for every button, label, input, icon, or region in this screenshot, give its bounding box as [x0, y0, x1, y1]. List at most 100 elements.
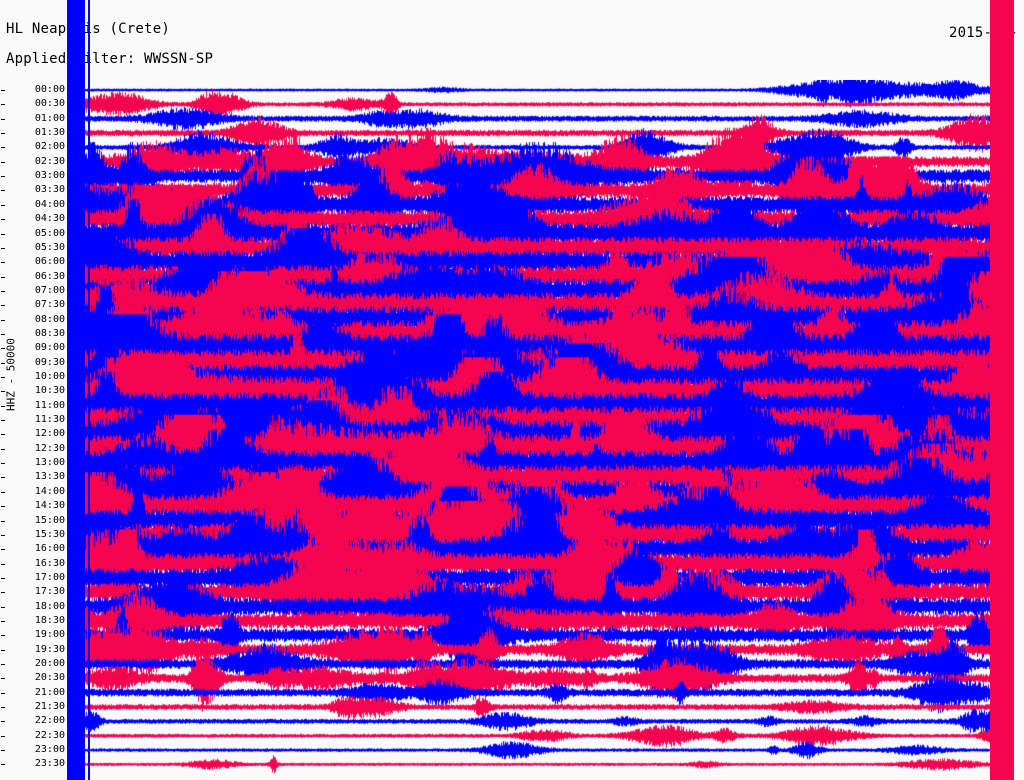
time-tick-label: 21:00	[34, 686, 65, 698]
time-tick-label: 00:30	[34, 98, 65, 110]
time-tick-mark	[1, 649, 5, 651]
time-tick-label: 22:30	[34, 729, 65, 741]
time-tick-mark	[1, 233, 5, 235]
time-tick-label: 17:30	[34, 586, 65, 598]
time-tick-label: 10:00	[34, 371, 65, 382]
time-tick-label: 04:30	[34, 213, 65, 225]
time-tick-label: 13:00	[34, 457, 65, 469]
left-clip-band	[67, 0, 83, 780]
time-tick-label: 23:30	[34, 758, 65, 770]
time-tick-mark	[1, 204, 5, 206]
time-tick-label: 20:00	[34, 658, 65, 669]
time-tick-label: 15:30	[34, 528, 65, 540]
time-tick-label: 16:00	[34, 543, 65, 555]
time-tick-label: 10:30	[34, 385, 65, 397]
left-clip-band-tertiary	[88, 0, 90, 780]
time-tick-label: 03:30	[34, 184, 65, 196]
time-tick-label: 03:00	[34, 170, 65, 182]
time-tick-label: 23:00	[34, 744, 65, 756]
time-tick-label: 17:00	[34, 571, 65, 583]
time-tick-mark	[1, 721, 5, 723]
time-tick-mark	[1, 247, 5, 249]
time-tick-mark	[1, 463, 5, 465]
time-tick-mark	[1, 391, 5, 393]
time-tick-mark	[1, 477, 5, 479]
time-tick-label: 16:30	[34, 557, 65, 569]
time-tick-label: 18:30	[34, 614, 65, 626]
time-tick-label: 12:30	[34, 442, 65, 454]
time-tick-mark	[1, 434, 5, 436]
time-tick-mark	[1, 735, 5, 737]
time-tick-mark	[1, 448, 5, 450]
time-tick-mark	[1, 305, 5, 307]
time-tick-mark	[1, 664, 5, 665]
time-tick-mark	[1, 563, 5, 565]
time-tick-mark	[1, 764, 5, 766]
time-tick-mark	[1, 620, 5, 622]
time-tick-label: 18:00	[34, 600, 65, 612]
time-tick-mark	[1, 534, 5, 536]
applied-filter-label: Applied filter: WWSSN-SP	[6, 51, 214, 67]
time-tick-mark	[1, 491, 5, 493]
time-tick-label: 09:00	[34, 342, 65, 354]
time-tick-mark	[1, 118, 5, 120]
time-tick-mark	[1, 606, 5, 608]
time-tick-label: 01:30	[34, 127, 65, 139]
time-tick-mark	[1, 577, 5, 579]
time-tick-label: 06:30	[34, 270, 65, 282]
time-tick-label: 09:30	[34, 356, 65, 368]
time-tick-label: 04:00	[34, 198, 65, 210]
time-tick-label: 20:30	[34, 672, 65, 684]
time-tick-mark	[1, 190, 5, 192]
time-tick-mark	[1, 707, 5, 709]
time-tick-label: 05:00	[34, 227, 65, 239]
time-tick-mark	[1, 377, 5, 378]
time-tick-mark	[1, 635, 5, 637]
time-tick-label: 00:00	[34, 84, 65, 95]
time-tick-mark	[1, 290, 5, 292]
time-tick-mark	[1, 319, 5, 321]
time-tick-mark	[1, 176, 5, 178]
time-tick-label: 02:30	[34, 155, 65, 167]
time-tick-mark	[1, 276, 5, 278]
time-tick-mark	[1, 161, 5, 163]
time-tick-label: 02:00	[34, 141, 65, 153]
time-tick-label: 06:00	[34, 256, 65, 268]
time-tick-label: 08:00	[34, 313, 65, 325]
time-tick-label: 19:30	[34, 643, 65, 655]
time-tick-label: 05:30	[34, 241, 65, 253]
time-tick-label: 14:00	[34, 485, 65, 497]
time-axis: 00:00 00:30 01:00 01:30 02:00 02:30 03:00 03:30…	[0, 80, 67, 780]
time-tick-label: 12:00	[34, 428, 65, 440]
right-clip-band	[990, 0, 1014, 780]
time-tick-mark	[1, 262, 5, 264]
time-tick-mark	[1, 692, 5, 694]
time-tick-label: 13:30	[34, 471, 65, 483]
seismogram-plot-area	[67, 80, 1014, 780]
time-tick-label: 07:30	[34, 299, 65, 311]
time-tick-mark	[1, 592, 5, 594]
time-tick-label: 08:30	[34, 327, 65, 339]
time-tick-label: 11:00	[34, 399, 65, 411]
time-tick-mark	[1, 219, 5, 221]
time-tick-mark	[1, 520, 5, 522]
page-title: HL Neapolis (Crete)	[6, 21, 170, 37]
time-tick-label: 11:30	[34, 414, 65, 426]
time-tick-label: 14:30	[34, 500, 65, 512]
time-tick-label: 21:30	[34, 701, 65, 713]
time-tick-mark	[1, 549, 5, 551]
time-tick-label: 15:00	[34, 514, 65, 526]
time-tick-mark	[1, 133, 5, 135]
time-tick-label: 19:00	[34, 629, 65, 641]
time-tick-label: 01:00	[34, 112, 65, 124]
time-tick-mark	[1, 506, 5, 508]
seismic-traces-canvas	[67, 80, 1014, 780]
time-tick-mark	[1, 362, 5, 364]
time-tick-label: 22:00	[34, 715, 65, 727]
time-tick-mark	[1, 147, 5, 149]
time-tick-mark	[1, 420, 5, 422]
left-clip-band-secondary	[83, 0, 85, 780]
time-tick-mark	[1, 678, 5, 680]
time-tick-mark	[1, 348, 5, 350]
